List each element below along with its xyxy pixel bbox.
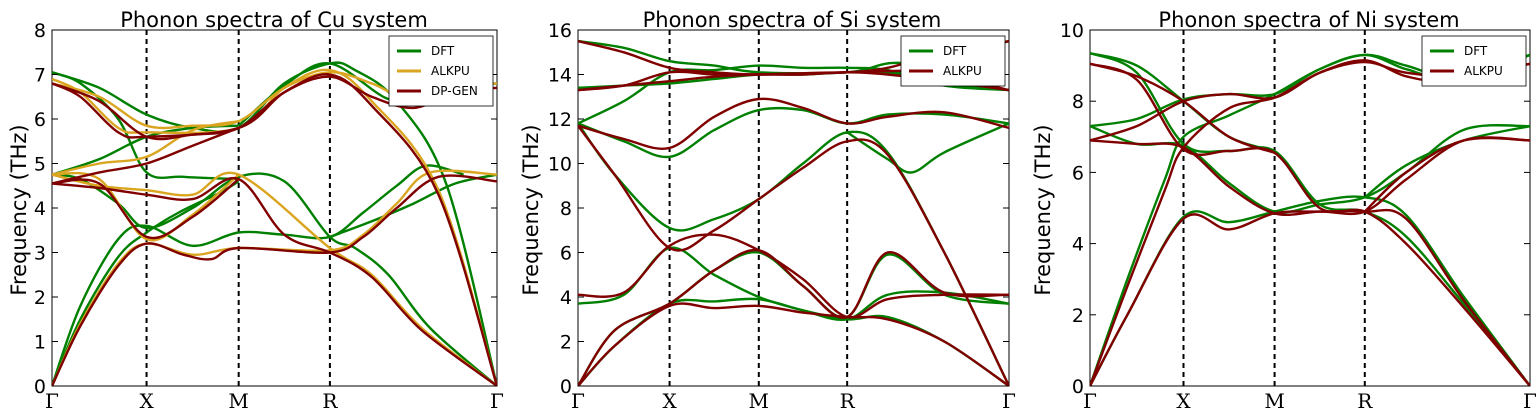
y-tick-label: 12: [548, 109, 572, 131]
y-tick-label: 6: [1072, 162, 1084, 184]
legend-label: ALKPU: [431, 64, 470, 78]
y-tick-label: 0: [34, 376, 46, 398]
y-tick-label: 2: [560, 332, 572, 354]
band-line: [578, 248, 1009, 386]
chart-title: Phonon spectra of Ni system: [1158, 8, 1459, 32]
y-tick-label: 14: [548, 65, 572, 87]
x-tick-label: Γ: [490, 389, 504, 413]
y-tick-label: 10: [548, 154, 572, 176]
series-alkpu: [1090, 59, 1530, 386]
band-line: [52, 176, 497, 386]
plot-frame: [577, 29, 1010, 387]
band-line: [1363, 136, 1530, 213]
band-line: [52, 171, 240, 242]
y-tick-label: 10: [1060, 20, 1084, 42]
y-tick-label: 4: [560, 287, 572, 309]
x-tick-label: Γ: [1002, 389, 1016, 413]
chart-panel-ni: Phonon spectra of Ni system Frequency (T…: [1031, 8, 1536, 413]
band-line: [1090, 62, 1275, 154]
legend-box: [1421, 35, 1527, 87]
x-tick-label: R: [840, 389, 856, 413]
y-axis-label: Frequency (THz): [1031, 124, 1055, 295]
x-tick-label: Γ: [45, 389, 59, 413]
band-line: [52, 174, 497, 386]
y-tick-label: 0: [560, 376, 572, 398]
y-tick-label: 1: [34, 332, 46, 354]
x-tick-label: M: [749, 389, 769, 413]
chart-title: Phonon spectra of Cu system: [120, 8, 428, 32]
x-tick-label: Γ: [571, 389, 585, 413]
chart-panel-cu: Phonon spectra of Cu system Frequency (T…: [7, 8, 504, 413]
band-line: [52, 71, 239, 181]
x-tick-label: Γ: [1523, 389, 1536, 413]
band-line: [578, 97, 1009, 150]
band-line: [578, 302, 1009, 386]
band-line: [1090, 208, 1530, 386]
y-tick-label: 7: [34, 65, 46, 87]
y-tick-label: 2: [1072, 305, 1084, 327]
band-line: [578, 233, 1009, 319]
y-axis-label: Frequency (THz): [519, 124, 543, 295]
legend: DFT ALKPU DP-GEN: [388, 35, 494, 107]
y-tick-label: 3: [34, 243, 46, 265]
band-line: [329, 173, 497, 239]
band-line: [52, 171, 497, 386]
x-tick-label: M: [1264, 389, 1284, 413]
chart-panel-si: Phonon spectra of Si system Frequency (T…: [519, 8, 1016, 413]
y-tick-label: 6: [560, 243, 572, 265]
y-tick-label: 6: [34, 109, 46, 131]
x-tick-label: R: [1357, 389, 1373, 413]
y-tick-label: 8: [560, 198, 572, 220]
x-tick-label: Γ: [1083, 389, 1097, 413]
band-line: [578, 124, 1009, 386]
y-tick-label: 4: [34, 198, 46, 220]
band-line: [1364, 124, 1530, 199]
band-line: [52, 73, 497, 386]
legend-box: [900, 35, 1006, 87]
x-tick-label: M: [228, 389, 248, 413]
y-tick-label: 16: [548, 20, 572, 42]
y-tick-label: 5: [34, 154, 46, 176]
band-line: [1090, 60, 1530, 386]
band-line: [52, 164, 464, 386]
y-tick-label: 4: [1072, 234, 1084, 256]
band-line: [52, 126, 240, 185]
band-line: [52, 178, 240, 240]
legend-label: ALKPU: [943, 64, 982, 78]
y-tick-label: 0: [1072, 376, 1084, 398]
y-tick-label: 8: [34, 20, 46, 42]
y-tick-label: 2: [34, 287, 46, 309]
band-line: [52, 68, 497, 386]
legend: DFT ALKPU: [1421, 35, 1527, 87]
legend-label: DFT: [1464, 44, 1488, 58]
y-tick-label: 8: [1072, 91, 1084, 113]
x-tick-label: X: [662, 389, 677, 413]
legend-label: ALKPU: [1464, 64, 1503, 78]
band-line: [1090, 136, 1530, 217]
chart-title: Phonon spectra of Si system: [643, 8, 942, 32]
y-axis-label: Frequency (THz): [7, 124, 31, 295]
band-line: [846, 122, 1009, 174]
x-tick-label: R: [322, 389, 338, 413]
band-line: [1090, 62, 1530, 386]
legend: DFT ALKPU: [900, 35, 1006, 87]
legend-label: DP-GEN: [431, 84, 478, 98]
legend-label: DFT: [431, 44, 455, 58]
band-curves: [1090, 51, 1530, 386]
legend-label: DFT: [943, 44, 967, 58]
x-tick-label: X: [139, 389, 154, 413]
x-tick-label: X: [1176, 389, 1191, 413]
